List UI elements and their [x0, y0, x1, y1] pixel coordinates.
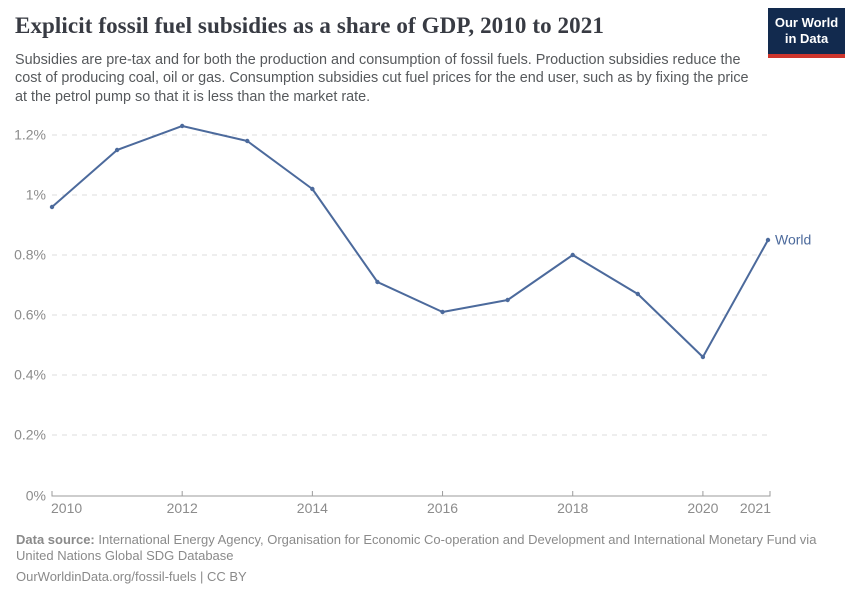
- owid-logo[interactable]: Our World in Data: [768, 8, 845, 58]
- chart-subtitle: Subsidies are pre-tax and for both the p…: [15, 52, 749, 105]
- data-source-label: Data source:: [16, 532, 95, 547]
- data-point[interactable]: [375, 279, 380, 285]
- y-axis-tick-label: 0.8%: [14, 247, 46, 263]
- data-point[interactable]: [440, 309, 445, 315]
- owid-logo-line1: Our World: [774, 15, 839, 30]
- citation-line[interactable]: OurWorldinData.org/fossil-fuels | CC BY: [16, 568, 247, 584]
- x-axis-tick-label: 2010: [51, 500, 82, 516]
- y-axis-tick-label: 0.6%: [14, 307, 46, 323]
- x-axis-tick-label: 2020: [687, 500, 718, 516]
- x-axis-tick-label: 2018: [557, 500, 588, 516]
- data-point[interactable]: [310, 186, 315, 192]
- data-point[interactable]: [49, 204, 55, 210]
- data-point[interactable]: [179, 123, 185, 129]
- owid-logo-line2: in Data: [784, 31, 829, 47]
- y-axis-tick-label: 0.2%: [14, 427, 46, 443]
- chart-title: Explicit fossil fuel subsidies as a shar…: [15, 13, 604, 38]
- data-point[interactable]: [570, 252, 575, 258]
- data-point[interactable]: [114, 147, 120, 153]
- data-point[interactable]: [765, 237, 771, 243]
- x-axis-tick-label: 2014: [297, 500, 328, 516]
- x-axis-tick-label: 2016: [427, 500, 458, 516]
- y-axis-tick-label: 1.2%: [14, 127, 46, 143]
- data-point[interactable]: [245, 138, 250, 144]
- x-axis-line: [51, 491, 771, 497]
- world-series-line[interactable]: [51, 125, 769, 358]
- series-end-label[interactable]: World: [775, 232, 811, 248]
- data-point[interactable]: [700, 354, 706, 360]
- y-axis-tick-label: 0.4%: [14, 367, 46, 383]
- data-source-line: Data source: International Energy Agency…: [16, 532, 828, 564]
- data-source-text: International Energy Agency, Organisatio…: [16, 532, 817, 563]
- y-axis-tick-label: 1%: [26, 187, 46, 203]
- y-axis-tick-label: 0%: [26, 488, 46, 504]
- data-point[interactable]: [505, 297, 510, 303]
- chart-footer: Data source: International Energy Agency…: [16, 532, 828, 585]
- x-axis-tick-label: 2012: [167, 500, 198, 516]
- data-point[interactable]: [635, 291, 641, 297]
- x-axis-tick-label: 2021: [740, 500, 771, 516]
